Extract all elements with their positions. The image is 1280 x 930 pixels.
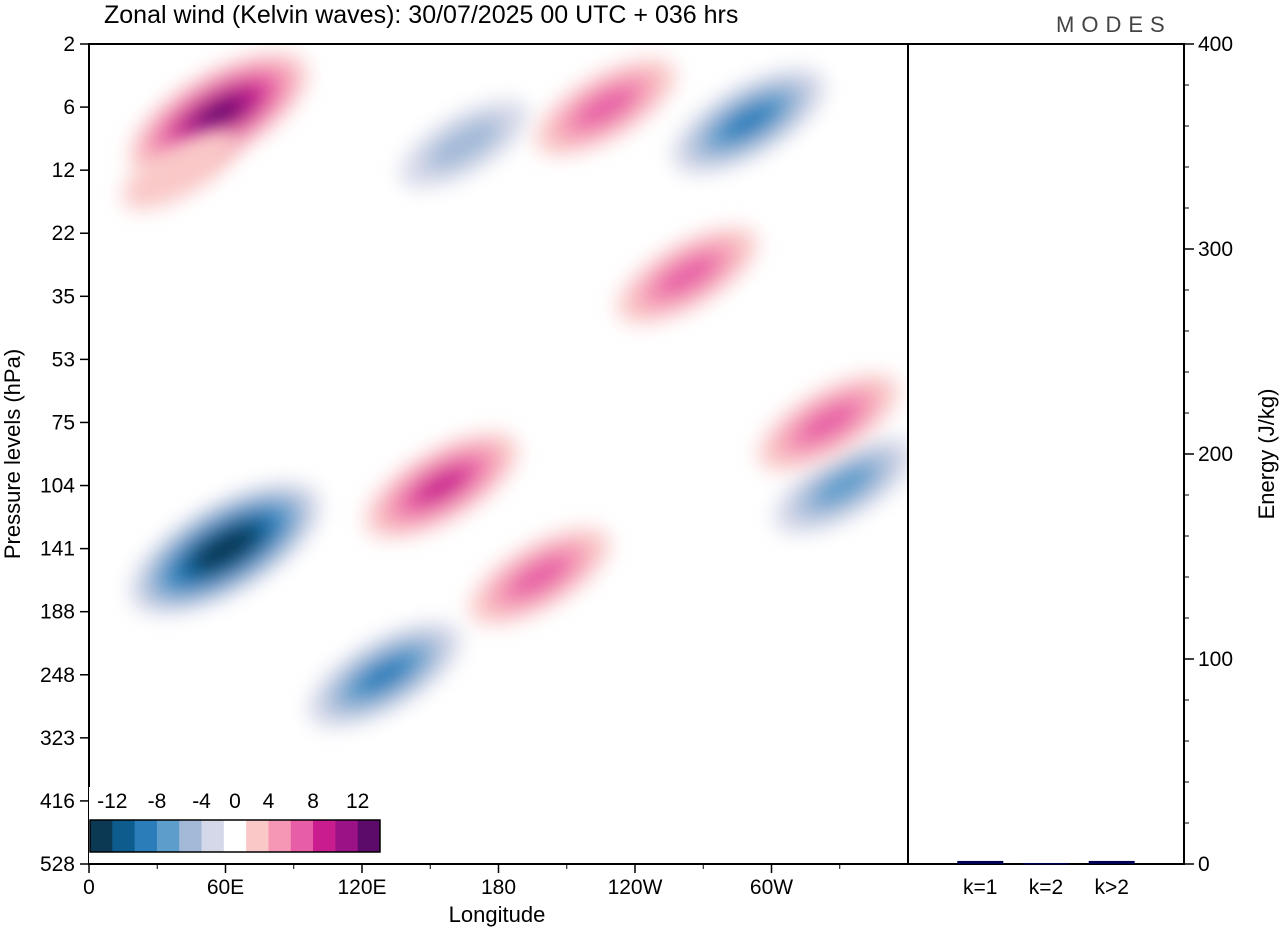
wind-contour-band (723, 103, 775, 139)
x-tick-label: 180 (481, 876, 516, 899)
colorbar-swatch (290, 820, 314, 852)
wind-anomaly-feature (122, 131, 238, 210)
colorbar-label: -12 (97, 790, 127, 813)
energy-category-label: k=2 (1029, 876, 1063, 899)
energy-bar (1023, 862, 1069, 865)
colorbar-swatch (357, 820, 381, 852)
wind-anomaly-feature (774, 437, 908, 534)
wind-anomaly-feature (672, 68, 826, 174)
colorbar-swatch (90, 820, 113, 852)
energy-axis: 0 100 200 300 400 (1184, 33, 1233, 876)
x-tick-label: 60W (750, 876, 793, 899)
colorbar: -12 -8 -4 0 4 8 12 (89, 787, 385, 863)
colorbar-swatch (335, 820, 359, 852)
wind-anomaly-feature (130, 482, 321, 615)
wind-contour-band (206, 535, 245, 562)
colorbar-label: 0 (229, 790, 241, 813)
colorbar-label: 8 (307, 790, 319, 813)
wind-anomaly-feature (400, 100, 529, 188)
y-tick-label: 528 (40, 853, 75, 876)
wind-contour-band (575, 86, 636, 128)
wind-contour-band (198, 100, 240, 129)
wind-anomaly-feature (535, 59, 676, 156)
colorbar-swatch (223, 820, 247, 852)
y-tick-label: 141 (40, 538, 75, 561)
x-axis-title: Longitude (449, 902, 546, 927)
colorbar-label: 12 (346, 790, 369, 813)
wind-anomaly-feature (308, 622, 462, 728)
energy-tick-label: 400 (1198, 33, 1233, 56)
wind-contour-band (359, 657, 411, 693)
x-tick-label: 60E (207, 876, 244, 899)
colorbar-swatch (201, 820, 225, 852)
y-tick-label: 248 (40, 664, 75, 687)
energy-tick-label: 300 (1198, 238, 1233, 261)
y-tick-label: 2 (63, 33, 75, 56)
y-tick-label: 6 (63, 96, 75, 119)
modes-logo: MODES (1056, 12, 1172, 37)
wind-contour-band (426, 117, 503, 171)
y-axis: 2 6 12 22 35 53 75 104 141 188 248 323 416 528 (40, 33, 89, 876)
energy-bar (957, 860, 1004, 864)
x-tick-label: 120E (337, 876, 386, 899)
chart-title: Zonal wind (Kelvin waves): 30/07/2025 00… (104, 1, 738, 29)
colorbar-label: -8 (148, 790, 167, 813)
energy-tick-label: 100 (1198, 648, 1233, 671)
wind-anomaly-feature (758, 374, 899, 471)
y-tick-label: 104 (40, 475, 75, 498)
y-tick-label: 188 (40, 601, 75, 624)
zonal-wind-field (89, 44, 908, 864)
wind-contour-band (122, 131, 238, 210)
y-tick-label: 416 (40, 790, 75, 813)
colorbar-swatch (134, 820, 158, 852)
wind-contour-band (416, 468, 468, 504)
colorbar-label: 4 (263, 790, 275, 813)
colorbar-swatch (268, 820, 292, 852)
colorbar-border (89, 819, 381, 853)
wind-anomaly-feature (469, 528, 610, 625)
energy-bars: k=1 k=2 k>2 (957, 860, 1135, 899)
wind-anomaly-feature (365, 433, 519, 539)
energy-tick-label: 200 (1198, 443, 1233, 466)
x-axis: 0 60E 120E 180 120W 60W (83, 864, 841, 899)
x-tick-label: 120W (608, 876, 663, 899)
wind-contour-band (814, 464, 875, 507)
energy-axis-title: Energy (J/kg) (1254, 389, 1279, 520)
energy-tick-label: 0 (1198, 853, 1210, 876)
wind-contour-band (798, 401, 859, 444)
y-tick-label: 75 (52, 411, 75, 434)
y-tick-label: 22 (52, 222, 75, 245)
colorbar-swatch (156, 820, 180, 852)
colorbar-swatch (313, 820, 336, 852)
wind-contour-band (657, 254, 718, 296)
energy-category-label: k=1 (963, 876, 997, 899)
energy-bar (1088, 860, 1135, 864)
wind-contour-band (509, 555, 570, 597)
colorbar-swatch (112, 820, 136, 852)
y-tick-label: 12 (52, 159, 75, 182)
colorbar-swatch (179, 820, 203, 852)
wind-anomaly-feature (617, 227, 758, 324)
energy-plot-frame (907, 43, 1185, 865)
y-axis-title: Pressure levels (hPa) (0, 349, 25, 559)
x-tick-label: 0 (83, 876, 95, 899)
y-tick-label: 323 (40, 727, 75, 750)
energy-category-label: k>2 (1094, 876, 1128, 899)
y-tick-label: 53 (52, 348, 75, 371)
y-tick-label: 35 (52, 285, 75, 308)
colorbar-swatch (246, 820, 269, 852)
colorbar-label: -4 (192, 790, 211, 813)
